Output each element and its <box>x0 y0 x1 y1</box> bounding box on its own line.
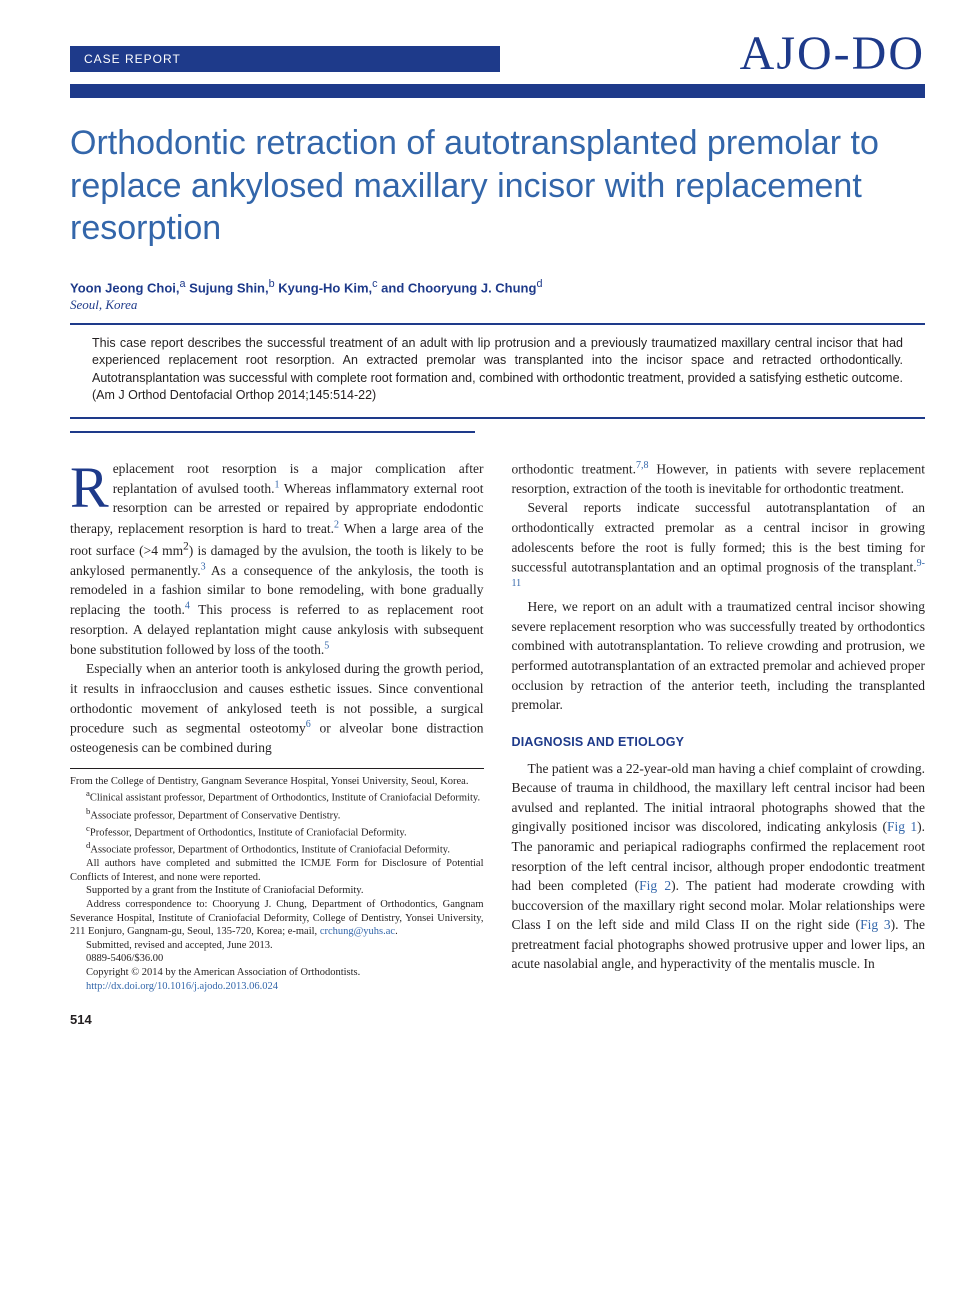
abstract-top-rule <box>70 323 925 325</box>
footnote-10: 0889-5406/$36.00 <box>70 952 484 966</box>
footnote-8: Address correspondence to: Chooryung J. … <box>70 898 484 939</box>
footnote-7: Supported by a grant from the Institute … <box>70 884 484 898</box>
body-p4: Several reports indicate successful auto… <box>512 498 926 597</box>
footnote-1: From the College of Dentistry, Gangnam S… <box>70 775 484 789</box>
footnote-11: Copyright © 2014 by the American Associa… <box>70 966 484 980</box>
body-p3: orthodontic treatment.7,8 However, in pa… <box>512 459 926 499</box>
dropcap: R <box>70 459 113 512</box>
section-heading-diagnosis: DIAGNOSIS AND ETIOLOGY <box>512 733 926 751</box>
footnotes: From the College of Dentistry, Gangnam S… <box>70 775 484 994</box>
footnote-doi[interactable]: http://dx.doi.org/10.1016/j.ajodo.2013.0… <box>70 980 484 994</box>
footnote-4: cProfessor, Department of Orthodontics, … <box>70 823 484 840</box>
footnote-9: Submitted, revised and accepted, June 20… <box>70 939 484 953</box>
header-band: CASE REPORT AJO-DO <box>70 40 925 78</box>
body-p2: Especially when an anterior tooth is ank… <box>70 659 484 757</box>
page-root: CASE REPORT AJO-DO Orthodontic retractio… <box>0 0 975 1060</box>
author-list: Yoon Jeong Choi,a Sujung Shin,b Kyung-Ho… <box>70 278 925 295</box>
body-columns: R eplacement root resorption is a major … <box>70 459 925 1030</box>
footnote-3: bAssociate professor, Department of Cons… <box>70 806 484 823</box>
left-column: R eplacement root resorption is a major … <box>70 459 484 1030</box>
footnote-5: dAssociate professor, Department of Orth… <box>70 840 484 857</box>
section-label: CASE REPORT <box>70 46 500 72</box>
body-p5: Here, we report on an adult with a traum… <box>512 597 926 714</box>
right-column: orthodontic treatment.7,8 However, in pa… <box>512 459 926 1030</box>
header-rule <box>70 84 925 98</box>
footnote-2: aClinical assistant professor, Departmen… <box>70 788 484 805</box>
abstract-text: This case report describes the successfu… <box>70 335 925 405</box>
body-p1: R eplacement root resorption is a major … <box>70 459 484 660</box>
footnote-6: All authors have completed and submitted… <box>70 857 484 884</box>
doi-link[interactable]: http://dx.doi.org/10.1016/j.ajodo.2013.0… <box>86 981 278 992</box>
article-title: Orthodontic retraction of autotransplant… <box>70 122 925 250</box>
body-p1-text: eplacement root resorption is a major co… <box>70 461 484 657</box>
footnote-rule <box>70 768 484 769</box>
affiliation: Seoul, Korea <box>70 297 925 313</box>
diagnosis-p1: The patient was a 22-year-old man having… <box>512 759 926 974</box>
abstract-bottom-rule <box>70 417 925 419</box>
column-top-rule <box>70 431 475 433</box>
page-number: 514 <box>70 1011 484 1030</box>
journal-logo: AJO-DO <box>740 30 925 78</box>
